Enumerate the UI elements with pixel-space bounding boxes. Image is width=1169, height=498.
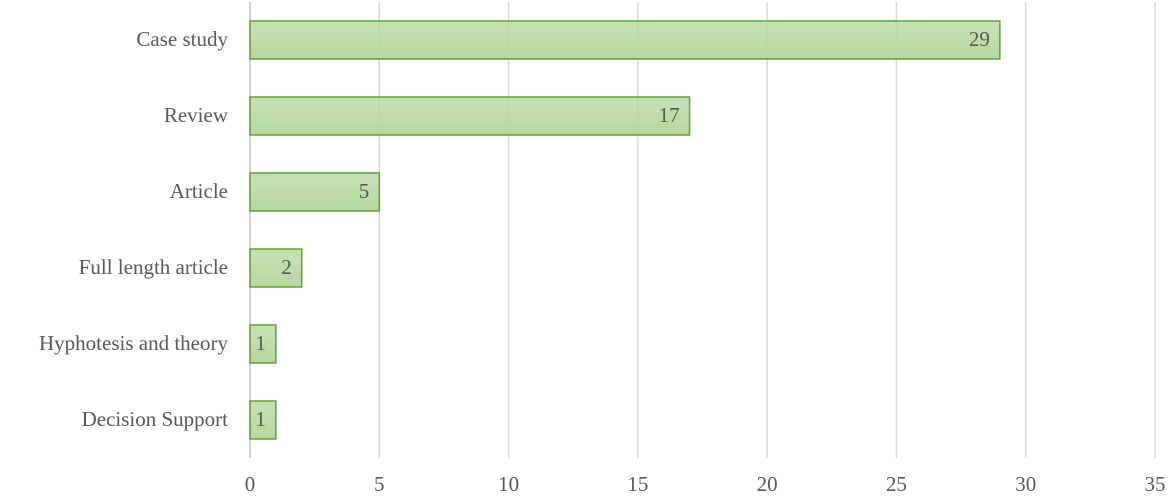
bar [249,96,691,136]
x-tick-label: 5 [374,472,385,496]
x-tick-label: 30 [1015,472,1036,496]
x-tick-label: 10 [498,472,519,496]
x-tick-label: 25 [886,472,907,496]
data-label: 1 [255,331,266,355]
y-tick-label: Full length article [79,255,228,279]
y-tick-label: Case study [136,27,228,51]
y-tick-label: Hyphotesis and theory [39,331,228,355]
x-tick-label: 0 [245,472,256,496]
data-label: 29 [969,27,990,51]
y-tick-label: Article [170,179,228,203]
data-label: 17 [659,103,680,127]
y-tick-label: Review [164,103,229,127]
bar [249,248,303,288]
data-label: 2 [281,255,292,279]
bar [249,20,1001,60]
x-tick-label: 20 [757,472,778,496]
bar [249,172,381,212]
bar [249,400,277,440]
bar [249,324,277,364]
data-label: 5 [359,179,370,203]
x-tick-label: 15 [627,472,648,496]
y-tick-label: Decision Support [82,407,229,431]
x-tick-label: 35 [1145,472,1166,496]
data-label: 1 [255,407,266,431]
